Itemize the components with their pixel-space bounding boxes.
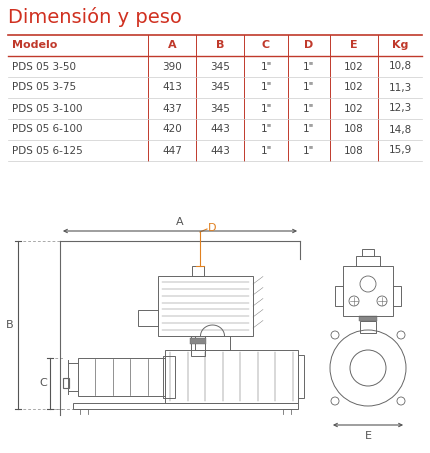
- Bar: [138, 310, 158, 326]
- Text: C: C: [262, 40, 270, 50]
- Text: 108: 108: [344, 125, 364, 135]
- Text: 15,9: 15,9: [388, 145, 412, 155]
- Text: 443: 443: [210, 145, 230, 155]
- Text: 420: 420: [162, 125, 182, 135]
- Bar: [191, 336, 205, 356]
- Bar: [359, 316, 377, 321]
- Text: 102: 102: [344, 103, 364, 114]
- Text: 1": 1": [303, 103, 315, 114]
- Bar: [165, 350, 298, 403]
- Bar: [192, 266, 204, 276]
- Text: 14,8: 14,8: [388, 125, 412, 135]
- Text: 108: 108: [344, 145, 364, 155]
- Text: PDS 05 3-75: PDS 05 3-75: [12, 82, 76, 92]
- Text: Kg: Kg: [392, 40, 408, 50]
- Text: 1": 1": [303, 125, 315, 135]
- Text: PDS 05 6-100: PDS 05 6-100: [12, 125, 83, 135]
- Text: 1": 1": [260, 103, 272, 114]
- Bar: [190, 338, 206, 344]
- Bar: [298, 355, 304, 398]
- Text: 345: 345: [210, 103, 230, 114]
- Bar: [393, 286, 401, 306]
- Text: 102: 102: [344, 82, 364, 92]
- Text: 1": 1": [303, 62, 315, 72]
- Bar: [63, 378, 69, 388]
- Bar: [362, 249, 374, 256]
- Text: Dimensión y peso: Dimensión y peso: [8, 7, 182, 27]
- Text: 1": 1": [303, 82, 315, 92]
- Text: 1": 1": [260, 145, 272, 155]
- Text: 1": 1": [260, 62, 272, 72]
- Text: C: C: [39, 379, 47, 389]
- Text: 390: 390: [162, 62, 182, 72]
- Text: A: A: [168, 40, 176, 50]
- Text: PDS 05 6-125: PDS 05 6-125: [12, 145, 83, 155]
- Text: D: D: [208, 223, 216, 233]
- Text: 10,8: 10,8: [388, 62, 412, 72]
- Text: 345: 345: [210, 82, 230, 92]
- Text: B: B: [216, 40, 224, 50]
- Text: E: E: [365, 431, 372, 441]
- Bar: [356, 256, 380, 266]
- Bar: [335, 286, 343, 306]
- Text: 443: 443: [210, 125, 230, 135]
- Bar: [343, 266, 393, 316]
- Bar: [73, 403, 298, 409]
- Bar: [360, 321, 376, 333]
- Text: Modelo: Modelo: [12, 40, 57, 50]
- Text: PDS 05 3-100: PDS 05 3-100: [12, 103, 83, 114]
- Text: PDS 05 3-50: PDS 05 3-50: [12, 62, 76, 72]
- Bar: [78, 358, 165, 396]
- Text: 1": 1": [303, 145, 315, 155]
- Text: A: A: [176, 217, 184, 227]
- Text: 1": 1": [260, 82, 272, 92]
- Text: D: D: [304, 40, 313, 50]
- Text: 12,3: 12,3: [388, 103, 412, 114]
- Bar: [195, 336, 230, 350]
- Text: E: E: [350, 40, 358, 50]
- Bar: [163, 356, 175, 398]
- Text: 413: 413: [162, 82, 182, 92]
- Text: 437: 437: [162, 103, 182, 114]
- Text: B: B: [6, 320, 14, 330]
- Text: 11,3: 11,3: [388, 82, 412, 92]
- Bar: [158, 276, 253, 336]
- Text: 1": 1": [260, 125, 272, 135]
- Text: 345: 345: [210, 62, 230, 72]
- Text: 102: 102: [344, 62, 364, 72]
- Text: 447: 447: [162, 145, 182, 155]
